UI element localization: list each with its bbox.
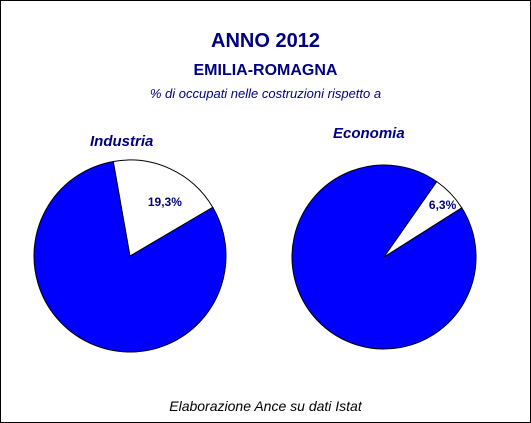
chart-subtitle: % di occupati nelle costruzioni rispetto… bbox=[149, 86, 382, 101]
source-note: Elaborazione Ance su dati Istat bbox=[169, 398, 362, 414]
pie-slice-industria-costruzioni bbox=[112, 159, 214, 257]
pie-title-industria: Industria bbox=[90, 133, 154, 150]
region-title: EMILIA-ROMAGNA bbox=[193, 62, 338, 79]
pie-slice-economia-costruzioni bbox=[383, 180, 463, 258]
pie-data-label-industria: 19,3% bbox=[148, 195, 182, 209]
pie-title-economia: Economia bbox=[333, 125, 405, 142]
chart-title: ANNO 2012 bbox=[211, 30, 320, 52]
pie-data-label-economia: 6,3% bbox=[429, 198, 457, 212]
pie-slice-industria-altro bbox=[33, 160, 227, 353]
